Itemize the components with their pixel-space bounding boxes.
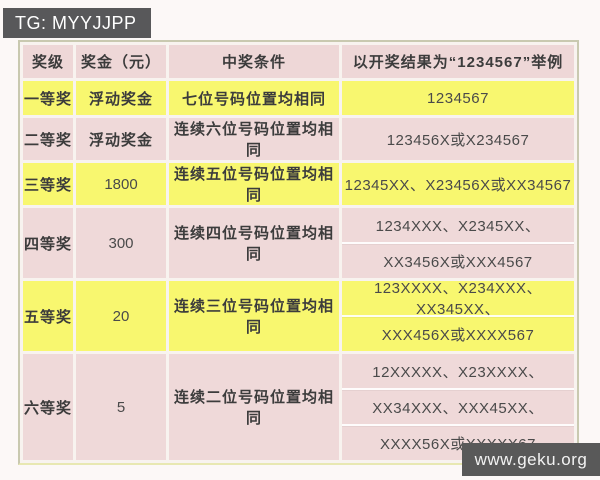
column-header-prize-level: 奖级	[23, 45, 73, 78]
example-line: 1234567	[427, 89, 489, 107]
condition-cell: 连续六位号码位置均相同	[169, 118, 339, 160]
example-cell: 12345XX、X23456X或XX34567	[342, 163, 574, 205]
example-line: 123XXXX、X234XXX、XX345XX、	[373, 280, 543, 318]
example-line: 12XXXXX、X23XXXX、	[372, 363, 544, 381]
example-line: XX34XXX、XXX45XX、	[342, 388, 574, 424]
prize-amount-cell: 浮动奖金	[76, 118, 166, 160]
prize-amount-cell: 浮动奖金	[76, 81, 166, 115]
watermark: www.geku.org	[462, 443, 600, 476]
condition-cell: 连续四位号码位置均相同	[169, 208, 339, 278]
example-line: XX3456X或XXX4567	[342, 242, 574, 278]
column-header-prize-amount: 奖金（元）	[76, 45, 166, 78]
prize-level-cell: 六等奖	[23, 354, 73, 460]
table-row: 五等奖 20 连续三位号码位置均相同 123XXXX、X234XXX、XX345XX、…	[23, 280, 574, 351]
prize-level-cell: 五等奖	[23, 281, 73, 351]
column-header-example: 以开奖结果为“1234567”举例	[342, 45, 574, 78]
table-row: 二等奖 浮动奖金 连续六位号码位置均相同 123456X或X234567	[23, 118, 574, 160]
tg-tag-bar: TG: MYYJJPP	[3, 8, 151, 38]
prize-amount-cell: 20	[76, 281, 166, 351]
table-row: 三等奖 1800 连续五位号码位置均相同 12345XX、X23456X或XX3456…	[23, 163, 574, 205]
prize-rules-table: 奖级 奖金（元） 中奖条件 以开奖结果为“1234567”举例 一等奖 浮动奖金七…	[18, 40, 579, 465]
prize-amount-cell: 1800	[76, 163, 166, 205]
example-line: 12345XX、X23456X或XX34567	[344, 176, 572, 194]
table-row: 四等奖 300 连续四位号码位置均相同 1234XXX、X2345XX、 XX3456X…	[23, 208, 574, 278]
prize-level-cell: 四等奖	[23, 208, 73, 278]
condition-cell: 连续二位号码位置均相同	[169, 354, 339, 460]
example-line: 123456X或X234567	[386, 131, 530, 149]
condition-cell: 连续三位号码位置均相同	[169, 281, 339, 351]
prize-level-cell: 二等奖	[23, 118, 73, 160]
column-header-win-condition: 中奖条件	[169, 45, 339, 78]
example-line: 1234XXX、X2345XX、	[375, 217, 541, 235]
prize-amount-cell: 300	[76, 208, 166, 278]
example-cell: 123XXXX、X234XXX、XX345XX、 XXX456X或XXXX567	[342, 280, 574, 351]
table-header-row: 奖级 奖金（元） 中奖条件 以开奖结果为“1234567”举例	[23, 45, 574, 78]
prize-level-cell: 三等奖	[23, 163, 73, 205]
table-row: 一等奖 浮动奖金 七位号码位置均相同 1234567	[23, 81, 574, 115]
example-cell: 123456X或X234567	[342, 118, 574, 160]
table-body: 一等奖 浮动奖金 七位号码位置均相同 1234567 二等奖 浮动奖金 连续六位号码位置均相…	[23, 81, 574, 460]
condition-cell: 连续五位号码位置均相同	[169, 163, 339, 205]
prize-amount-cell: 5	[76, 354, 166, 460]
example-cell: 1234XXX、X2345XX、 XX3456X或XXX4567	[342, 208, 574, 278]
example-line: XXX456X或XXXX567	[342, 315, 574, 351]
condition-cell: 七位号码位置均相同	[169, 81, 339, 115]
prize-level-cell: 一等奖	[23, 81, 73, 115]
example-cell: 1234567	[342, 81, 574, 115]
